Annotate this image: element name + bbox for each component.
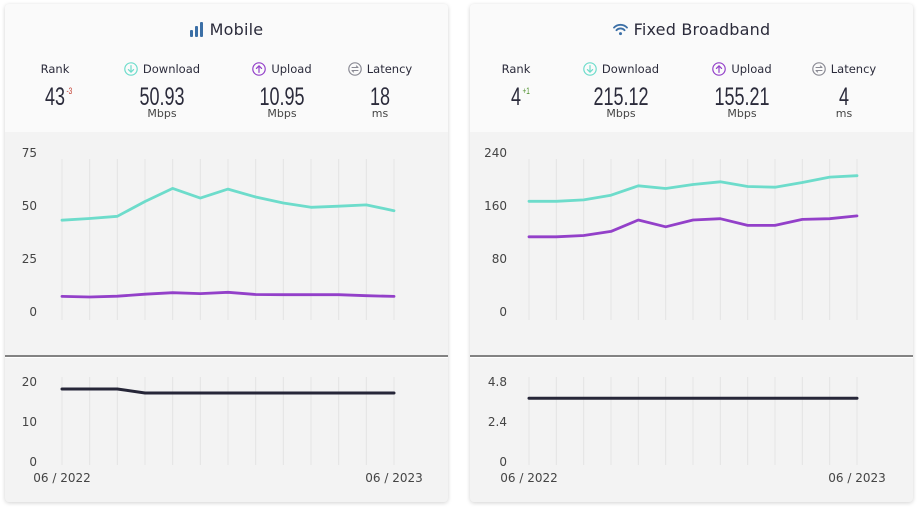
download-series-line <box>527 174 859 203</box>
upload-icon <box>712 62 727 76</box>
speed-y-axis: 75 50 25 0 <box>22 146 37 319</box>
y-tick-label: 0 <box>29 455 37 469</box>
y-tick-label: 10 <box>22 415 37 429</box>
y-tick-label: 4.8 <box>488 375 507 389</box>
y-tick-label: 75 <box>22 146 37 160</box>
panel-divider-highlight <box>5 357 448 358</box>
rank-value: 43 <box>44 83 66 111</box>
fixed-download: Download 215.12 Mbps <box>566 60 676 130</box>
upload-unit: Mbps <box>727 107 757 120</box>
speed-y-axis: 240 160 80 0 <box>484 146 507 319</box>
upload-value: 155.21 <box>714 83 770 111</box>
upload-label: Upload <box>271 62 312 76</box>
upload-value: 10.95 <box>259 83 305 111</box>
latency-icon <box>811 62 826 76</box>
signal-bars-icon <box>189 21 203 37</box>
download-value: 50.93 <box>139 83 185 111</box>
panel-divider-highlight <box>470 357 913 358</box>
y-tick-label: 0 <box>499 305 507 319</box>
y-tick-label: 160 <box>484 199 507 213</box>
fixed-rank: Rank 4 +1 <box>470 60 571 130</box>
rank-value: 4 <box>510 83 522 111</box>
x-tick-label: 06 / 2023 <box>365 471 422 485</box>
latency-y-axis: 4.8 2.4 0 <box>488 375 507 469</box>
latency-value: 18 <box>369 83 391 111</box>
download-icon <box>583 62 597 76</box>
fixed-broadband-summary: Fixed Broadband Rank 4 +1 Download 215.12… <box>470 4 913 132</box>
fixed-broadband-title-text: Fixed Broadband <box>633 19 771 39</box>
upload-unit: Mbps <box>267 107 297 120</box>
mobile-summary: Mobile Rank 43 -3 Download 50.93 Mbps <box>5 4 448 132</box>
upload-icon <box>252 62 267 76</box>
latency-unit: ms <box>835 107 853 120</box>
download-label: Download <box>601 62 660 76</box>
download-value: 215.12 <box>593 83 649 111</box>
download-label: Download <box>142 62 201 76</box>
mobile-chart: 75 50 25 0 20 10 0 06 / 2022 06 / 2023 <box>5 146 448 485</box>
fixed-broadband-card: Fixed Broadband Rank 4 +1 Download 215.12… <box>470 4 913 502</box>
fixed-broadband-chart: 240 160 80 0 4.8 2.4 0 06 / 2022 06 / 20… <box>470 146 913 485</box>
latency-series-line <box>60 387 396 395</box>
y-tick-label: 0 <box>499 455 507 469</box>
y-tick-label: 0 <box>29 305 37 319</box>
y-tick-label: 240 <box>484 146 507 160</box>
mobile-download: Download 50.93 Mbps <box>107 60 217 130</box>
upload-series-line <box>527 214 859 239</box>
download-series-line <box>60 187 396 222</box>
fixed-upload: Upload 155.21 Mbps <box>687 60 797 130</box>
latency-label: Latency <box>366 62 413 76</box>
fixed-broadband-title: Fixed Broadband <box>470 16 913 42</box>
series-lines <box>60 187 396 395</box>
mobile-title-text: Mobile <box>209 19 264 39</box>
download-unit: Mbps <box>147 107 177 120</box>
latency-label: Latency <box>830 62 877 76</box>
latency-y-axis: 20 10 0 <box>22 375 37 469</box>
mobile-title: Mobile <box>5 16 448 42</box>
y-tick-label: 2.4 <box>488 415 507 429</box>
wifi-icon <box>612 23 628 35</box>
x-axis: 06 / 2022 06 / 2023 <box>33 471 422 485</box>
mobile-card: Mobile Rank 43 -3 Download 50.93 Mbps <box>5 4 448 502</box>
vertical-gridlines <box>528 159 858 465</box>
x-tick-label: 06 / 2023 <box>828 471 885 485</box>
rank-label: Rank <box>501 62 531 76</box>
download-unit: Mbps <box>606 107 636 120</box>
x-axis: 06 / 2022 06 / 2023 <box>500 471 885 485</box>
latency-icon <box>347 62 362 76</box>
x-tick-label: 06 / 2022 <box>33 471 90 485</box>
mobile-upload: Upload 10.95 Mbps <box>227 60 337 130</box>
latency-value: 4 <box>838 83 850 111</box>
rank-label: Rank <box>40 62 70 76</box>
mobile-rank: Rank 43 -3 <box>5 60 110 130</box>
y-tick-label: 20 <box>22 375 37 389</box>
y-tick-label: 25 <box>22 252 37 266</box>
latency-unit: ms <box>371 107 389 120</box>
upload-label: Upload <box>731 62 772 76</box>
fixed-latency: Latency 4 ms <box>789 60 899 130</box>
y-tick-label: 80 <box>492 252 507 266</box>
y-tick-label: 50 <box>22 199 37 213</box>
rank-change: +1 <box>522 86 530 96</box>
download-icon <box>124 62 138 76</box>
upload-series-line <box>60 290 396 299</box>
series-lines <box>527 174 859 400</box>
x-tick-label: 06 / 2022 <box>500 471 557 485</box>
rank-change: -3 <box>66 86 73 96</box>
mobile-latency: Latency 18 ms <box>325 60 435 130</box>
